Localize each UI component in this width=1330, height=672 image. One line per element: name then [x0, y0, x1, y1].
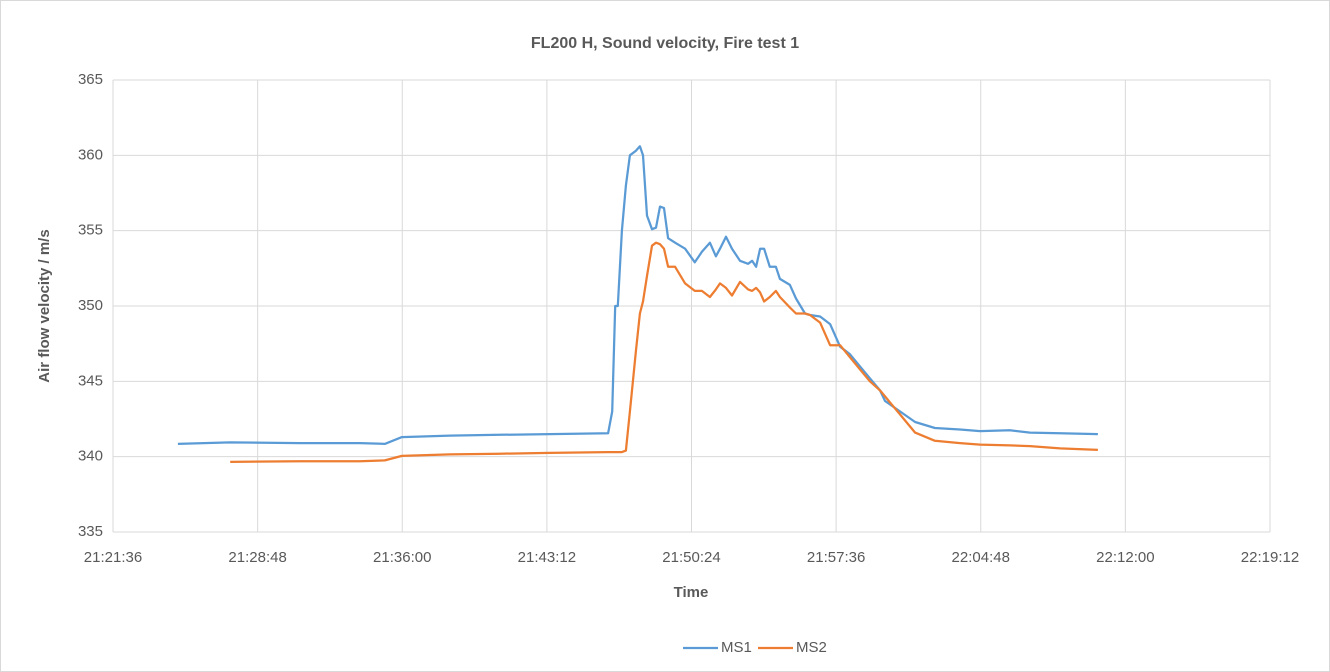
y-tick-label: 335 [78, 523, 103, 540]
x-tick-label: 22:19:12 [1241, 549, 1299, 566]
x-tick-label: 21:28:48 [228, 549, 286, 566]
y-tick-label: 345 [78, 372, 103, 389]
y-tick-label: 340 [78, 448, 103, 465]
y-tick-label: 350 [78, 297, 103, 314]
legend-label: MS1 [721, 639, 752, 656]
x-tick-label: 21:36:00 [373, 549, 431, 566]
series-line [230, 241, 1098, 464]
x-tick-label: 21:50:24 [662, 549, 720, 566]
x-tick-label: 21:57:36 [807, 549, 865, 566]
x-tick-label: 21:43:12 [518, 549, 576, 566]
x-tick-label: 21:21:36 [84, 549, 142, 566]
y-axis-label: Air flow velocity / m/s [36, 229, 53, 382]
y-tick-label: 355 [78, 222, 103, 239]
x-tick-label: 22:12:00 [1096, 549, 1154, 566]
x-tick-label: 22:04:48 [952, 549, 1010, 566]
y-tick-label: 365 [78, 71, 103, 88]
x-axis-label: Time [674, 584, 709, 601]
chart-title: FL200 H, Sound velocity, Fire test 1 [531, 35, 799, 52]
y-tick-label: 360 [78, 146, 103, 163]
legend-label: MS2 [796, 639, 827, 656]
